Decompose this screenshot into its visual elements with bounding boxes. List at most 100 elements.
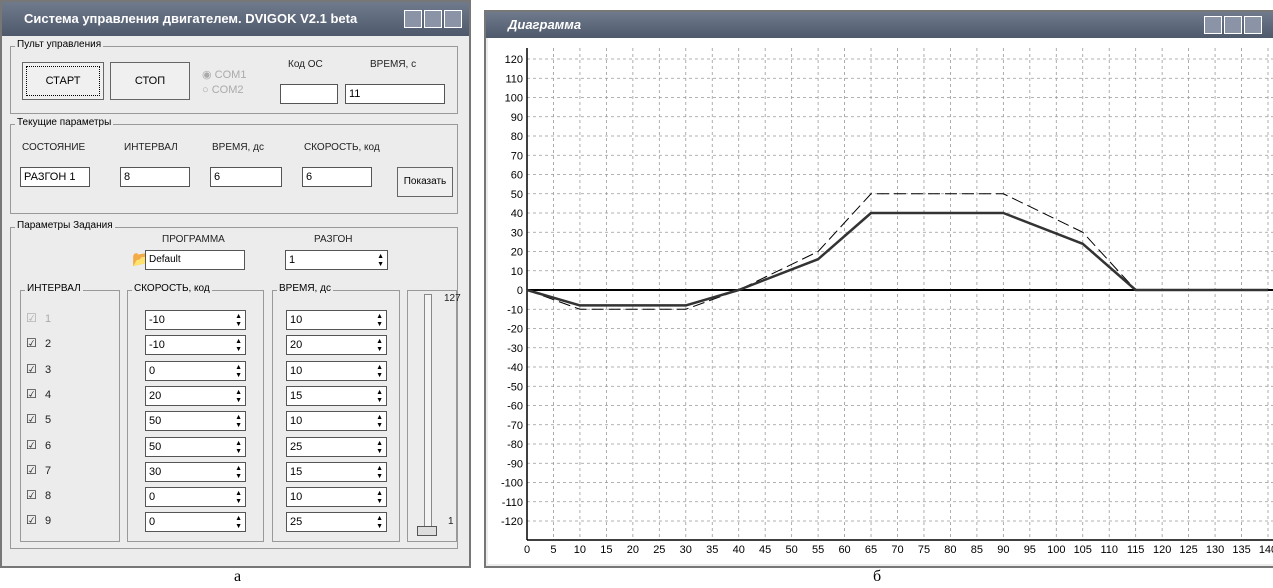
y-tick-label: -30 <box>507 343 523 355</box>
checkbox[interactable]: ☑ <box>26 361 37 376</box>
spinner-value: 25 <box>290 516 303 529</box>
checkbox-label: 5 <box>45 414 52 427</box>
value-field[interactable]: РАЗГОН 1 <box>20 167 90 187</box>
x-tick-label: 105 <box>1074 544 1092 556</box>
spin-arrows[interactable]: ▲ ▼ <box>376 363 383 379</box>
time-spinner[interactable]: 10 ▲ ▼ <box>286 360 387 381</box>
mode-combo[interactable]: 1 ▲ ▼ <box>285 250 388 270</box>
time-input[interactable]: 11 <box>345 84 445 104</box>
restore-button[interactable] <box>1224 16 1242 34</box>
spin-arrows[interactable]: ▲ ▼ <box>376 338 383 354</box>
current-group: Текущие параметры <box>10 117 458 214</box>
spin-arrows[interactable]: ▲ ▼ <box>235 388 242 404</box>
slider-group <box>407 290 457 542</box>
time-spinner[interactable]: 20 ▲ ▼ <box>286 335 387 356</box>
label: Код ОС <box>288 59 323 70</box>
checkbox[interactable]: ☑ <box>26 513 37 528</box>
speed-spinner[interactable]: -10 ▲ ▼ <box>145 335 246 356</box>
spin-arrows[interactable]: ▲ ▼ <box>376 490 383 506</box>
spin-arrows[interactable]: ▲ ▼ <box>235 363 242 379</box>
series-line <box>526 193 1268 310</box>
checkbox[interactable]: ☑ <box>26 311 37 325</box>
series-line <box>526 211 1268 307</box>
value-field[interactable]: 6 <box>210 167 282 187</box>
checkbox[interactable]: ☑ <box>26 386 37 401</box>
checkbox[interactable]: ☑ <box>26 412 37 427</box>
minimize-button[interactable] <box>1204 16 1222 34</box>
checkbox-label: 8 <box>45 490 52 503</box>
time-group: ВРЕМЯ, дс <box>272 283 400 542</box>
speed-spinner[interactable]: 20 ▲ ▼ <box>145 385 246 406</box>
code-input[interactable] <box>280 84 338 104</box>
spin-arrows[interactable]: ▲ ▼ <box>376 388 383 404</box>
spin-arrows[interactable]: ▲ ▼ <box>376 515 383 531</box>
y-tick-label: 30 <box>511 227 523 239</box>
radio-com1[interactable]: ◉ COM1 <box>202 69 247 81</box>
spin-arrows[interactable]: ▲ ▼ <box>376 414 383 430</box>
spin-arrows[interactable]: ▲ ▼ <box>235 464 242 480</box>
label: ПРОГРАММА <box>162 234 225 245</box>
y-tick-label: 0 <box>517 285 523 297</box>
label: СКОРОСТЬ, код <box>304 142 380 153</box>
value-field[interactable]: 8 <box>120 167 190 187</box>
time-spinner[interactable]: 15 ▲ ▼ <box>286 385 387 406</box>
y-tick-label: 60 <box>511 170 523 182</box>
speed-spinner[interactable]: 50 ▲ ▼ <box>145 436 246 457</box>
x-tick-label: 65 <box>865 544 877 556</box>
spin-arrows[interactable]: ▲ ▼ <box>235 313 242 328</box>
title-bar: Система управления двигателем. DVIGOK V2… <box>2 2 469 36</box>
time-spinner[interactable]: 10 ▲ ▼ <box>286 487 387 508</box>
radio-com2[interactable]: ○ COM2 <box>202 84 244 96</box>
maximize-button[interactable] <box>424 10 442 28</box>
y-tick-label: 70 <box>511 150 523 162</box>
speed-spinner[interactable]: 50 ▲ ▼ <box>145 411 246 432</box>
close-button[interactable] <box>444 10 462 28</box>
time-spinner[interactable]: 25 ▲ ▼ <box>286 436 387 457</box>
minimize-button[interactable] <box>404 10 422 28</box>
y-tick-label: 50 <box>511 189 523 201</box>
time-spinner[interactable]: 10 ▲ ▼ <box>286 310 387 330</box>
speed-spinner[interactable]: 0 ▲ ▼ <box>145 512 246 533</box>
spinner-value: 50 <box>149 415 162 428</box>
spinner-value: 15 <box>290 389 303 402</box>
spin-arrows[interactable]: ▲ ▼ <box>235 414 242 430</box>
start-button[interactable]: СТАРТ <box>22 62 104 100</box>
value-field[interactable]: 6 <box>302 167 372 187</box>
spin-arrows[interactable]: ▲ ▼ <box>235 490 242 506</box>
speed-spinner[interactable]: 0 ▲ ▼ <box>145 360 246 381</box>
time-spinner[interactable]: 15 ▲ ▼ <box>286 461 387 482</box>
checkbox[interactable]: ☑ <box>26 462 37 477</box>
group-title: Текущие параметры <box>15 117 114 128</box>
y-tick-label: 40 <box>511 208 523 220</box>
slider-thumb[interactable] <box>417 526 437 536</box>
spin-arrows[interactable]: ▲ ▼ <box>235 338 242 354</box>
speed-spinner[interactable]: 0 ▲ ▼ <box>145 487 246 508</box>
y-tick-label: -120 <box>501 516 523 528</box>
spin-arrows[interactable]: ▲ ▼ <box>376 464 383 480</box>
close-button[interactable] <box>1244 16 1262 34</box>
spin-arrows[interactable]: ▲ ▼ <box>235 439 242 455</box>
slider-max: 127 <box>444 293 461 304</box>
slider-min: 1 <box>448 516 454 527</box>
time-spinner[interactable]: 10 ▲ ▼ <box>286 411 387 432</box>
speed-spinner[interactable]: -10 ▲ ▼ <box>145 310 246 330</box>
program-input[interactable]: Default <box>145 250 245 270</box>
stop-button[interactable]: СТОП <box>110 62 190 100</box>
time-spinner[interactable]: 25 ▲ ▼ <box>286 512 387 533</box>
spinner-value: 10 <box>290 364 303 377</box>
spin-arrows[interactable]: ▲ ▼ <box>376 313 383 328</box>
checkbox[interactable]: ☑ <box>26 336 37 351</box>
radio-label: COM1 <box>214 69 247 81</box>
checkbox-label: 9 <box>45 515 52 528</box>
checkbox[interactable]: ☑ <box>26 437 37 452</box>
x-tick-label: 45 <box>759 544 771 556</box>
show-button[interactable]: Показать <box>397 167 453 197</box>
speed-spinner[interactable]: 30 ▲ ▼ <box>145 461 246 482</box>
checkbox-label: 3 <box>45 363 52 376</box>
checkbox[interactable]: ☑ <box>26 488 37 503</box>
x-tick-label: 5 <box>550 544 556 556</box>
spin-arrows[interactable]: ▲ ▼ <box>235 515 242 531</box>
label: СОСТОЯНИЕ <box>22 142 86 153</box>
spin-arrows[interactable]: ▲ ▼ <box>376 439 383 455</box>
